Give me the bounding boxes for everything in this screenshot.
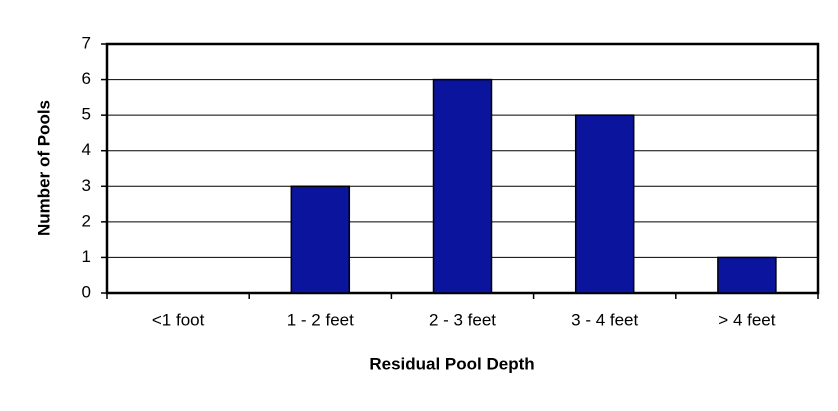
- y-tick-label: 1: [82, 247, 91, 266]
- x-tick-label: > 4 feet: [718, 310, 775, 329]
- x-tick-label: <1 foot: [152, 310, 205, 329]
- x-tick-label: 1 - 2 feet: [287, 310, 354, 329]
- x-tick-label: 3 - 4 feet: [571, 310, 638, 329]
- y-tick-label: 5: [82, 105, 91, 124]
- y-tick-label: 4: [82, 140, 91, 159]
- y-tick-label: 7: [82, 33, 91, 52]
- bar: [432, 78, 493, 294]
- bar: [574, 114, 635, 294]
- y-tick-label: 2: [82, 211, 91, 230]
- bar: [717, 256, 777, 294]
- y-tick-label: 3: [82, 176, 91, 195]
- x-axis-title: Residual Pool Depth: [369, 354, 534, 373]
- x-tick-label: 2 - 3 feet: [429, 310, 496, 329]
- y-tick-label: 0: [82, 282, 91, 301]
- y-axis-title: Number of Pools: [34, 100, 53, 236]
- y-tick-label: 6: [82, 69, 91, 88]
- bar: [290, 185, 351, 294]
